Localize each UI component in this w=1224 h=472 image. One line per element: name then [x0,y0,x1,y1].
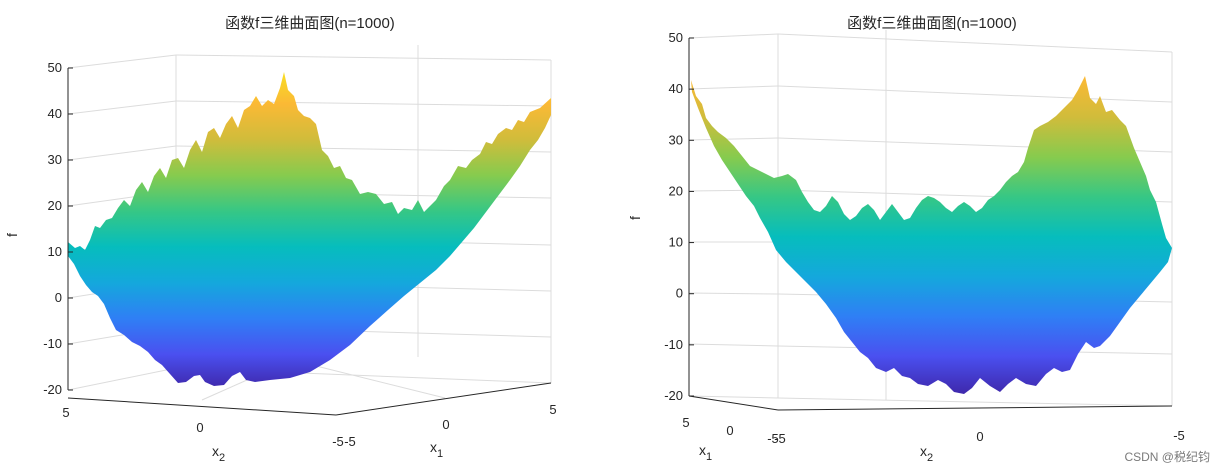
tick-label: 40 [669,81,683,96]
surface-left [68,72,551,386]
grid-line [67,145,177,161]
chart-title-left: 函数f三维曲面图(n=1000) [225,15,395,32]
x2-ticks-left: 5 0 -5 [62,405,343,449]
tick-label: 50 [48,60,62,75]
tick-label: 50 [669,30,683,45]
tick-label: 0 [442,417,449,432]
x1-axis-label-right: x1 [699,442,712,463]
grid-line [688,85,779,90]
tick-label: -10 [664,337,683,352]
tick-label: 10 [669,235,683,250]
x2-axis-left [67,397,337,416]
chart-title-right: 函数f三维曲面图(n=1000) [847,15,1017,32]
grid-line [67,54,177,69]
x1-ticks-right: 5 0 -5 [682,415,778,446]
z-axis-label-left: f [4,233,20,237]
tick-label: 30 [48,152,62,167]
tick-label: -5 [767,431,779,446]
x1-ticks-left: -5 0 5 [344,402,556,449]
tick-label: -20 [43,382,62,397]
tick-label: -5 [344,434,356,449]
grid-line [175,54,552,61]
tick-label: 0 [676,286,683,301]
grid-line [688,343,779,347]
x2-ticks-right: -5 0 -5 [774,428,1185,446]
grid-line [777,85,1173,103]
tick-label: 0 [976,429,983,444]
x2-axis-label-left: x2 [212,443,225,464]
tick-label: 20 [48,198,62,213]
z-ticks-left: -20 -10 0 10 20 30 40 50 [43,60,73,397]
grid-line [688,33,779,39]
x1-axis-label-left: x1 [430,439,443,460]
tick-label: 0 [55,290,62,305]
x1-axis-right [688,395,779,411]
x2-axis-label-right: x2 [920,443,933,464]
tick-label: 40 [48,106,62,121]
grid-line [688,395,779,399]
grid-line [175,100,552,107]
x1-axis-left [335,382,552,416]
grid-line [688,292,779,295]
watermark: CSDN @税纪钧 [1124,450,1210,464]
tick-label: -5 [1173,428,1185,443]
surface-right [691,76,1172,394]
tick-label: 0 [196,420,203,435]
tick-label: -20 [664,388,683,403]
tick-label: -10 [43,336,62,351]
tick-label: 5 [682,415,689,430]
z-axis-label-right: f [627,216,643,220]
tick-label: -5 [774,431,786,446]
grid-line [688,137,779,141]
tick-label: 0 [726,423,733,438]
tick-label: -5 [332,434,344,449]
tick-label: 30 [669,132,683,147]
tick-label: 5 [62,405,69,420]
grid-line [67,100,177,115]
grid-line [777,397,1173,407]
z-ticks-right: -20 -10 0 10 20 30 40 50 [664,30,694,403]
tick-label: 10 [48,244,62,259]
grid-line [67,367,177,391]
grid-line [777,33,1173,53]
tick-label: 5 [549,402,556,417]
tick-label: 20 [669,183,683,198]
x2-axis-right [777,405,1173,411]
